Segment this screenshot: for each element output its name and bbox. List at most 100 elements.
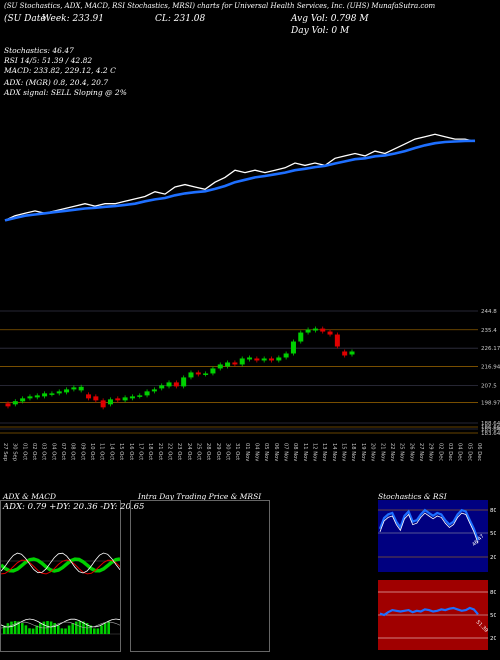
date-label: (SU Date — [4, 14, 46, 24]
date-tick-label: 03 Oct — [41, 443, 47, 460]
date-tick-label: 26 Nov — [408, 443, 414, 461]
date-tick-label: 02 Oct — [31, 443, 37, 460]
date-tick-label: 06 Dec — [476, 443, 482, 461]
ema-series-line — [4, 139, 476, 222]
date-tick-label: 24 Oct — [186, 443, 192, 460]
stoch-rsi-panel: 80 50 20 80 50 20 46.47 51.39 — [378, 500, 496, 650]
candle — [312, 328, 318, 331]
adx-panel: ADX: 0.79 +DY: 20.36 -DY: 20.65 — [0, 500, 144, 652]
rsi-line — [379, 606, 479, 617]
date-tick-label: 12 Nov — [312, 443, 318, 461]
macd-histogram-bar — [53, 623, 56, 634]
candle — [115, 398, 121, 401]
adx-signal: ADX signal: SELL Sloping @ 2% — [4, 88, 127, 97]
macd-histogram-bar — [71, 623, 74, 634]
date-tick-label: 19 Nov — [360, 443, 366, 461]
macd-histogram-bar — [57, 625, 60, 634]
candle — [144, 391, 150, 396]
intraday-panel — [130, 500, 270, 652]
date-tick-label: 11 Nov — [302, 443, 308, 461]
rsi-level-label: 20 — [490, 636, 496, 642]
date-tick-label: 23 Oct — [176, 443, 182, 460]
date-tick-label: 05 Dec — [466, 443, 472, 461]
date-tick-label: 13 Nov — [321, 443, 327, 461]
date-tick-label: 18 Nov — [350, 443, 356, 461]
date-tick-label: 27 Nov — [418, 443, 424, 461]
date-tick-label: 03 Dec — [447, 443, 453, 461]
date-tick-label: 15 Oct — [118, 443, 124, 460]
stochastics-value: Stochastics: 46.47 — [4, 46, 74, 55]
macd-histogram-bar — [89, 625, 92, 634]
macd-histogram-bar — [96, 628, 100, 634]
candle — [290, 341, 296, 354]
adx-line — [1, 552, 120, 574]
macd-histogram-bar — [67, 625, 71, 634]
rsi-level-label: 50 — [490, 613, 496, 619]
candle — [217, 364, 223, 369]
date-tick-label: 01 Oct — [21, 443, 27, 460]
macd-histogram-bar — [75, 621, 78, 634]
candle — [166, 382, 172, 387]
stoch-level-label: 20 — [490, 555, 496, 561]
date-tick-label: 05 Nov — [263, 443, 269, 461]
candle — [20, 398, 26, 402]
candle — [210, 368, 216, 374]
stochastics-line — [378, 508, 480, 541]
candle — [78, 386, 84, 391]
price-line-chart — [4, 133, 476, 222]
date-tick-label: 17 Oct — [137, 443, 143, 460]
stoch-level-label: 50 — [490, 531, 496, 537]
candle — [239, 358, 245, 365]
date-tick-label: 04 Nov — [254, 443, 260, 461]
candle — [181, 377, 187, 387]
candle — [327, 331, 333, 335]
rsi-level-label: 80 — [490, 590, 496, 596]
date-tick-label: 27 Sep — [2, 443, 8, 462]
date-tick-label: 04 Oct — [50, 443, 56, 460]
candle — [49, 393, 55, 395]
candle — [225, 362, 231, 367]
date-tick-label: 18 Oct — [147, 443, 153, 460]
date-tick-label: 04 Dec — [457, 443, 463, 461]
price-series-line — [4, 133, 476, 221]
price-level-label: 207.5 — [481, 383, 497, 389]
price-level-label: 188.64 — [481, 421, 500, 427]
candle — [342, 351, 348, 356]
date-tick-label: 14 Nov — [331, 443, 337, 461]
date-tick-label: 30 Sep — [12, 443, 18, 462]
candle — [93, 396, 99, 401]
candle — [320, 328, 326, 332]
date-tick-label: 16 Oct — [128, 443, 134, 460]
date-tick-label: 25 Oct — [195, 443, 201, 460]
candle — [64, 389, 70, 393]
date-tick-label: 07 Oct — [60, 443, 66, 460]
stoch-panel-title: Stochastics & RSI — [378, 492, 447, 501]
candle — [100, 400, 106, 408]
candle — [203, 373, 209, 375]
macd-histogram-bar — [93, 628, 96, 634]
macd-histogram-bar — [49, 621, 53, 634]
candle — [254, 358, 260, 361]
candle — [27, 396, 33, 399]
candle — [42, 393, 48, 397]
candle — [195, 372, 201, 375]
candle — [12, 401, 18, 405]
price-level-label: 183.64 — [481, 431, 500, 437]
date-tick-label: 31 Oct — [234, 443, 240, 460]
date-tick-label: 28 Oct — [205, 443, 211, 460]
price-level-label: 226.17 — [481, 346, 500, 352]
avg-volume: Avg Vol: 0.798 M — [291, 14, 369, 24]
week-label: Week: 233.91 — [42, 14, 105, 24]
macd-histogram-bar — [10, 621, 13, 634]
candle — [188, 372, 194, 378]
candle — [34, 395, 40, 398]
candle — [129, 396, 135, 399]
date-tick-label: 21 Oct — [157, 443, 163, 460]
macd-histogram-bar — [31, 628, 35, 634]
candle — [268, 358, 274, 361]
date-tick-label: 20 Nov — [370, 443, 376, 461]
minus-di-line — [1, 559, 120, 575]
intraday-panel-title: Intra Day Trading Price & MRSI — [138, 492, 262, 501]
macd-histogram-bar — [6, 623, 10, 634]
macd-histogram-bar — [28, 628, 31, 634]
